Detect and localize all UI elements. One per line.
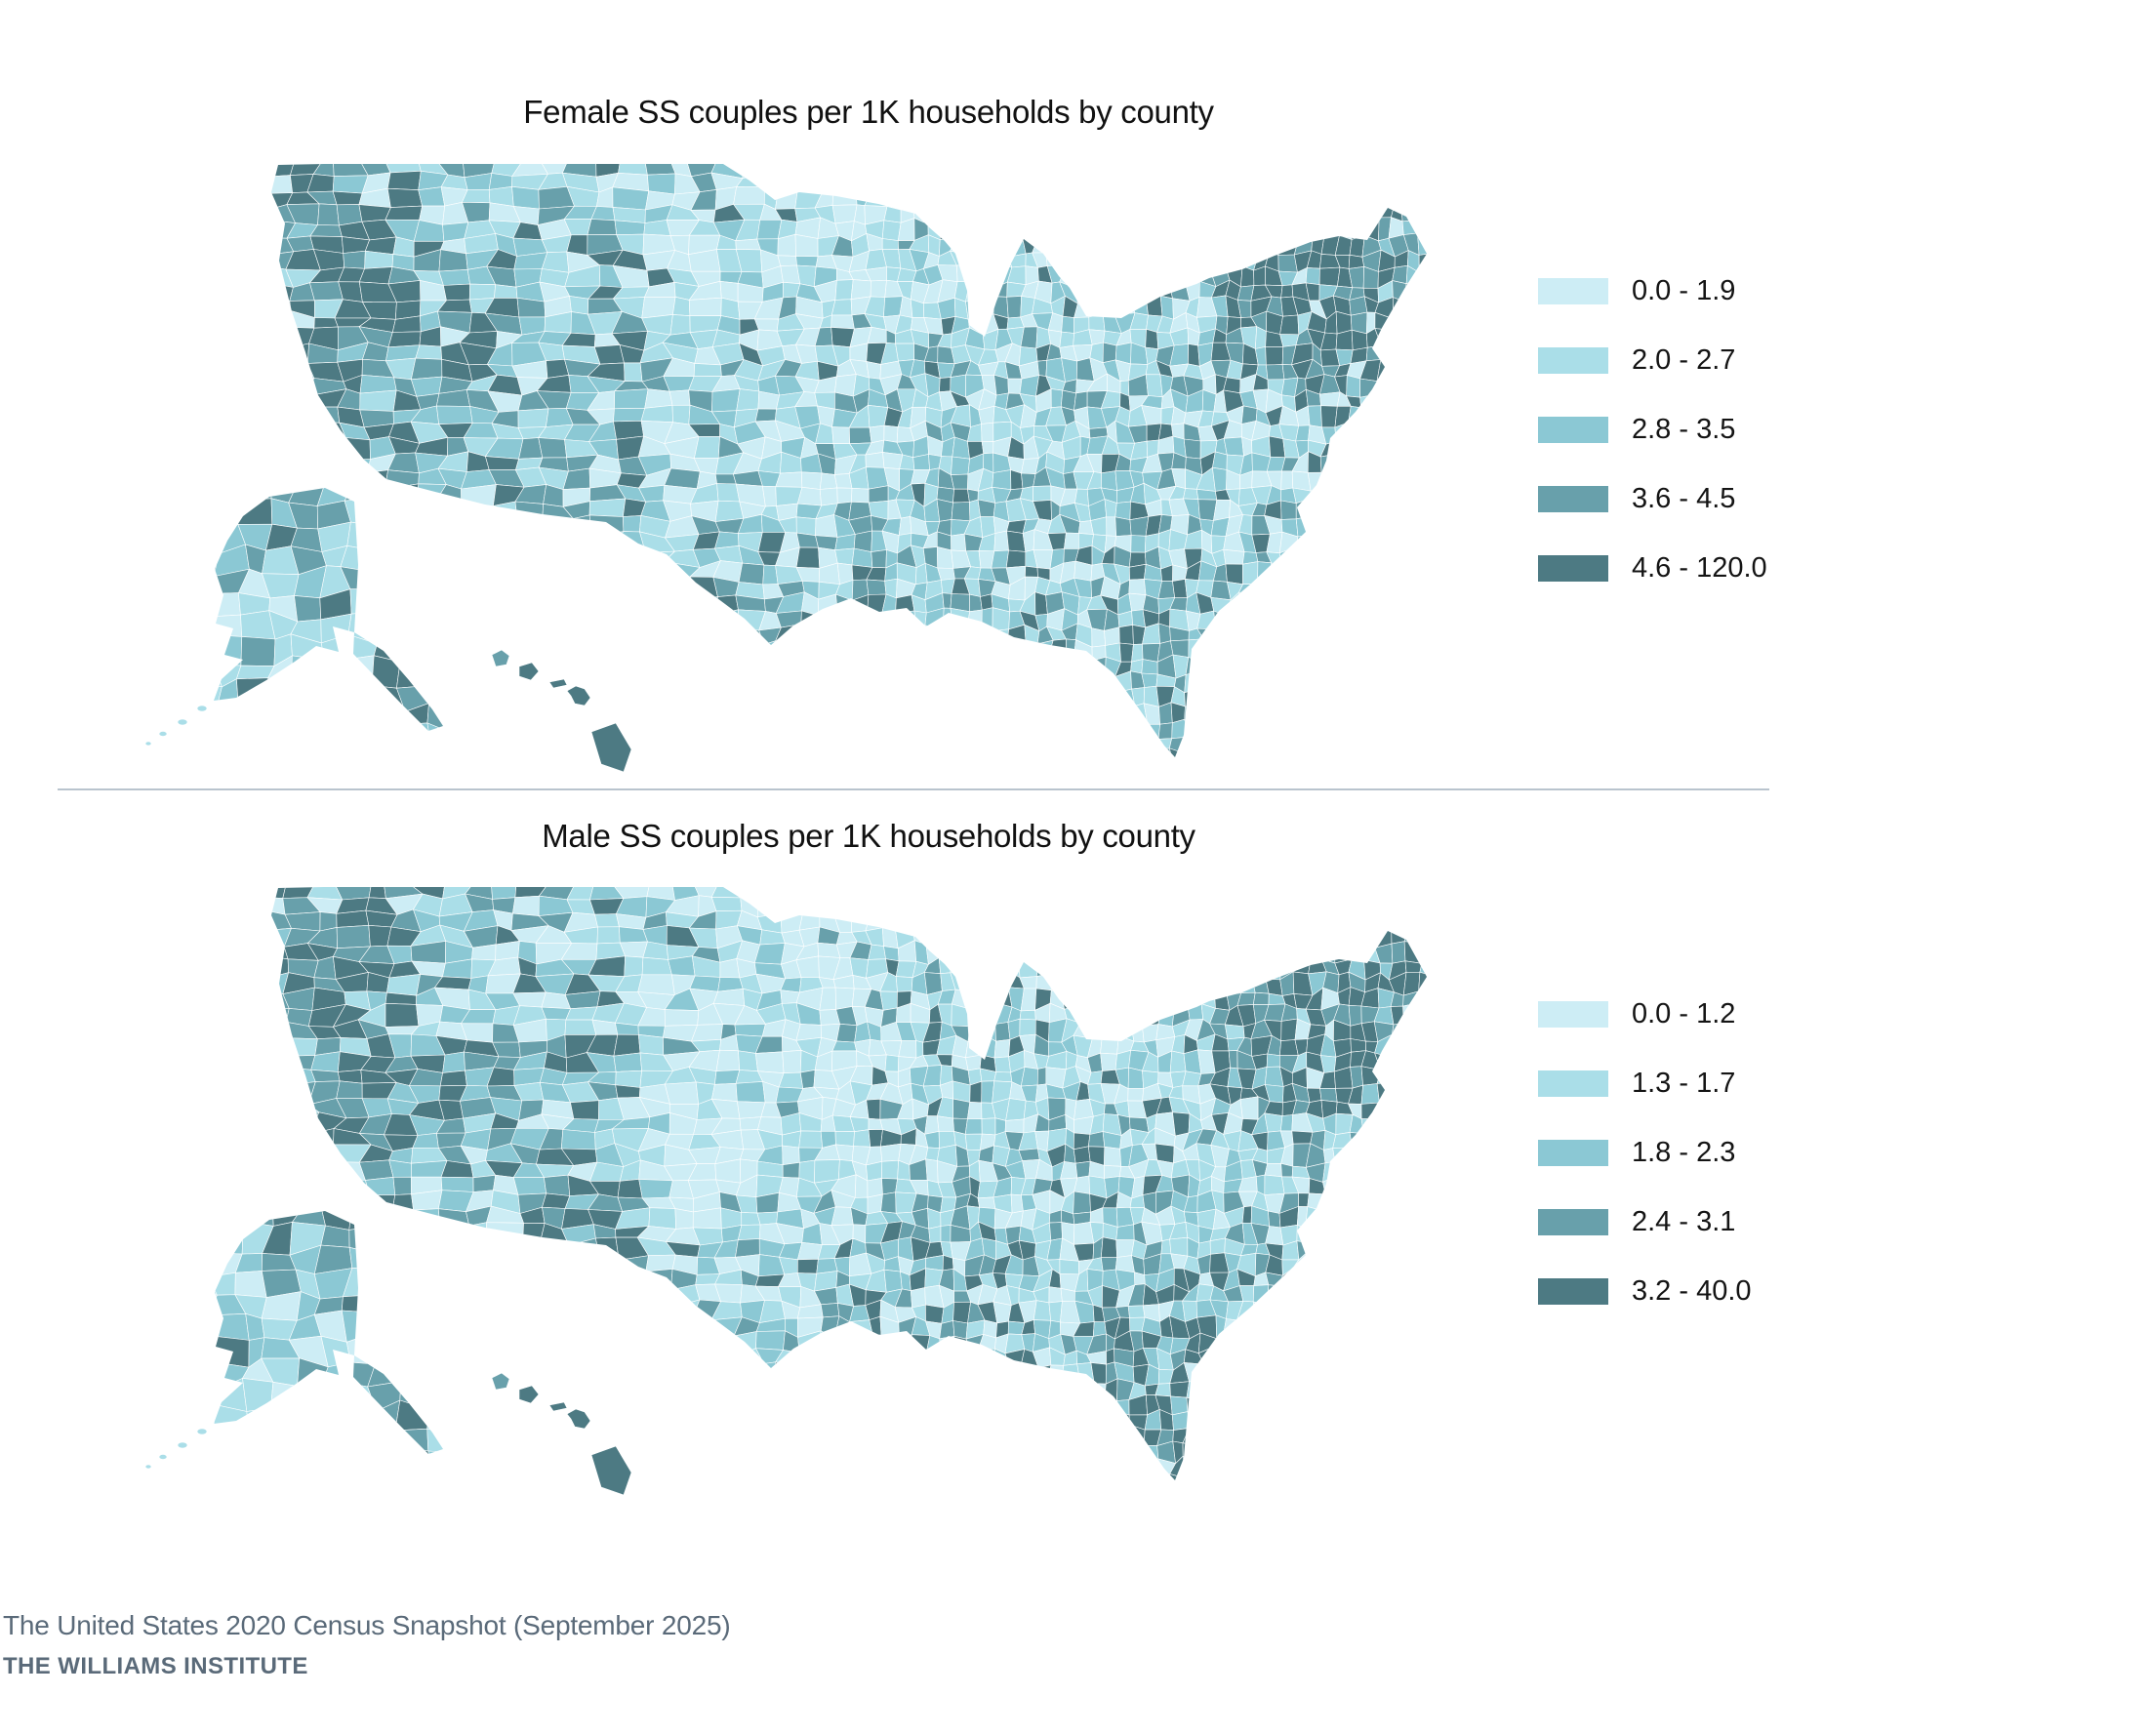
male-map-legend: 0.0 - 1.2 1.3 - 1.7 1.8 - 2.3 2.4 - 3.1 … xyxy=(1538,998,1752,1348)
legend-label: 2.8 - 3.5 xyxy=(1632,414,1736,445)
legend-item: 2.4 - 3.1 xyxy=(1538,1206,1752,1237)
female-map-legend: 0.0 - 1.9 2.0 - 2.7 2.8 - 3.5 3.6 - 4.5 … xyxy=(1538,275,1767,625)
section-divider xyxy=(58,788,1769,790)
legend-swatch xyxy=(1538,347,1608,374)
female-choropleth-map xyxy=(144,164,1427,773)
aleutian-islands xyxy=(144,1428,208,1470)
legend-item: 0.0 - 1.9 xyxy=(1538,275,1767,306)
legend-swatch xyxy=(1538,555,1608,582)
legend-swatch xyxy=(1538,486,1608,512)
legend-label: 0.0 - 1.2 xyxy=(1632,998,1736,1029)
legend-label: 2.0 - 2.7 xyxy=(1632,344,1736,376)
legend-swatch xyxy=(1538,1140,1608,1166)
legend-label: 0.0 - 1.9 xyxy=(1632,275,1736,306)
footer-source-text: The United States 2020 Census Snapshot (… xyxy=(3,1610,731,1640)
male-choropleth-map xyxy=(144,887,1427,1496)
legend-label: 4.6 - 120.0 xyxy=(1632,552,1767,584)
footer-brand-text: THE WILLIAMS INSTITUTE xyxy=(3,1653,308,1679)
legend-swatch xyxy=(1538,1070,1608,1097)
county-mosaic-conus xyxy=(271,887,1427,1480)
legend-swatch xyxy=(1538,1001,1608,1028)
legend-item: 1.3 - 1.7 xyxy=(1538,1068,1752,1099)
legend-swatch xyxy=(1538,1209,1608,1235)
legend-label: 1.3 - 1.7 xyxy=(1632,1068,1736,1099)
legend-item: 4.6 - 120.0 xyxy=(1538,552,1767,584)
legend-swatch xyxy=(1538,417,1608,443)
legend-label: 3.6 - 4.5 xyxy=(1632,483,1736,514)
county-mosaic-alaska xyxy=(214,1211,443,1454)
legend-label: 2.4 - 3.1 xyxy=(1632,1206,1736,1237)
legend-item: 3.6 - 4.5 xyxy=(1538,483,1767,514)
female-map-title: Female SS couples per 1K households by c… xyxy=(523,94,1214,130)
legend-item: 0.0 - 1.2 xyxy=(1538,998,1752,1029)
legend-swatch xyxy=(1538,278,1608,304)
legend-item: 2.8 - 3.5 xyxy=(1538,414,1767,445)
legend-item: 2.0 - 2.7 xyxy=(1538,344,1767,376)
legend-swatch xyxy=(1538,1278,1608,1305)
legend-label: 3.2 - 40.0 xyxy=(1632,1275,1752,1307)
county-mosaic-alaska xyxy=(214,488,443,731)
male-map-title: Male SS couples per 1K households by cou… xyxy=(542,818,1195,854)
hawaii-islands xyxy=(491,1372,632,1496)
hawaii-islands xyxy=(491,649,632,773)
legend-item: 1.8 - 2.3 xyxy=(1538,1137,1752,1168)
legend-item: 3.2 - 40.0 xyxy=(1538,1275,1752,1307)
legend-label: 1.8 - 2.3 xyxy=(1632,1137,1736,1168)
aleutian-islands xyxy=(144,705,208,747)
county-mosaic-conus xyxy=(271,164,1427,757)
